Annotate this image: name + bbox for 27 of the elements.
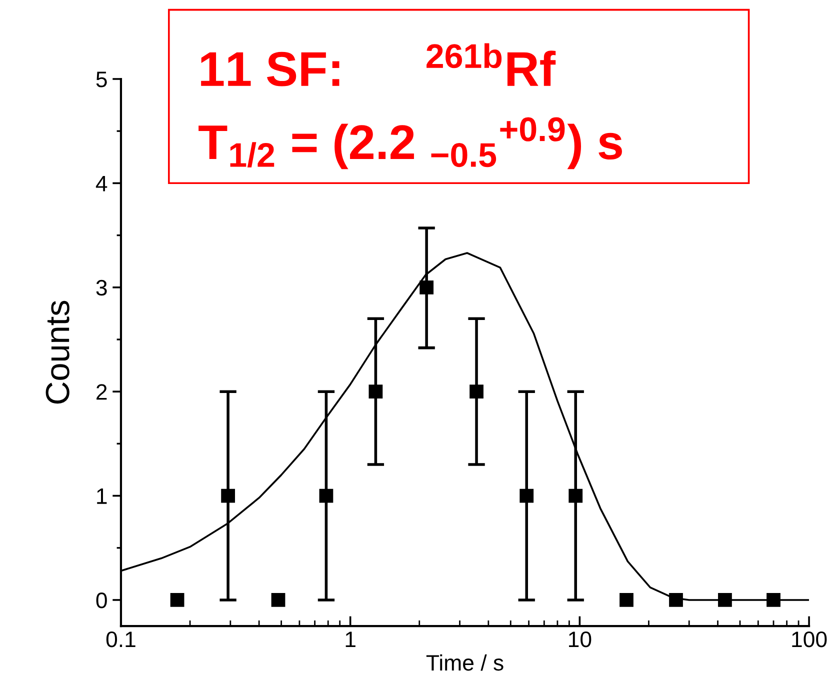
point — [271, 593, 286, 607]
y-tick-label: 5 — [96, 72, 107, 88]
point — [368, 384, 383, 399]
x-axis-title: Time / s — [426, 654, 504, 671]
annotation: T$_{1/2}$ = (2.2 $_{−0.5}$$^{+0.9}$) s — [198, 117, 622, 170]
point — [470, 384, 484, 399]
y-axis-title: Counts — [46, 300, 70, 404]
point — [170, 593, 184, 607]
y-tick-label: 3 — [96, 280, 107, 296]
point — [319, 488, 334, 503]
y-tick-label: 0 — [96, 592, 107, 608]
y-tick-label: 4 — [96, 176, 108, 192]
x-tick-label: 10 — [569, 631, 592, 648]
x-tick-label: 0.1 — [106, 631, 136, 648]
y-tick-label: 2 — [96, 384, 107, 400]
point — [520, 488, 534, 503]
point — [669, 593, 683, 607]
point — [420, 280, 434, 294]
point — [568, 488, 583, 503]
point — [766, 593, 780, 607]
point — [718, 593, 732, 607]
point — [221, 488, 235, 503]
point — [620, 593, 634, 607]
x-tick-label: 100 — [792, 631, 827, 648]
y-tick-label: 1 — [97, 488, 107, 504]
text: 11 SF: $^{261b}$Rf — [201, 43, 556, 86]
x-tick-label: 1 — [346, 632, 356, 647]
